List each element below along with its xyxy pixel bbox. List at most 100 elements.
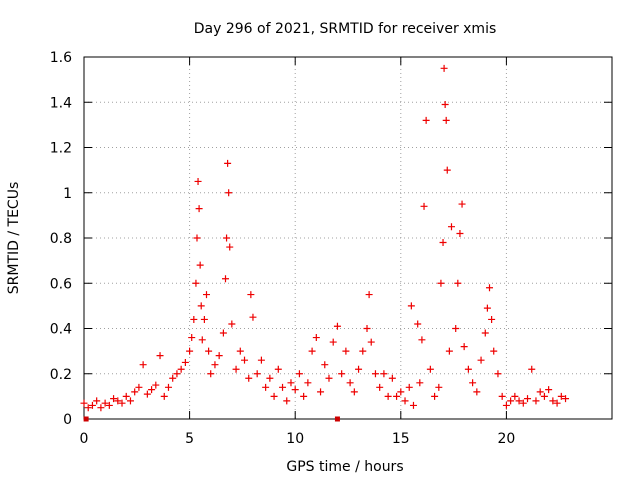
- data-point: [279, 383, 287, 391]
- data-point: [173, 370, 181, 378]
- data-point: [454, 279, 462, 287]
- data-point: [473, 388, 481, 396]
- data-point: [367, 338, 375, 346]
- data-point: [200, 315, 208, 323]
- data-point: [114, 397, 122, 405]
- data-point: [232, 365, 240, 373]
- data-point: [486, 284, 494, 292]
- data-point: [101, 399, 109, 407]
- data-point: [291, 386, 299, 394]
- data-point: [122, 392, 130, 400]
- data-point: [236, 347, 244, 355]
- data-point: [437, 279, 445, 287]
- axes: 0 0.2 0.4 0.6 0.8 1 1.2 1.4 1.6 0 5 10 15 20: [50, 50, 613, 447]
- data-point: [215, 352, 223, 360]
- chart-title: Day 296 of 2021, SRMTID for receiver xmi…: [194, 21, 497, 37]
- y-axis-label: SRMTID / TECUs: [6, 182, 22, 295]
- data-point: [193, 234, 201, 242]
- plot-frame: [83, 56, 613, 420]
- data-point: [388, 374, 396, 382]
- data-point: [393, 392, 401, 400]
- y-tick-label: 1.6: [50, 50, 72, 66]
- data-point: [84, 404, 92, 412]
- y-tick-label: 1: [63, 186, 72, 202]
- data-point: [329, 338, 337, 346]
- x-axis-label: GPS time / hours: [286, 459, 403, 475]
- data-point: [202, 291, 210, 299]
- data-point: [198, 336, 206, 344]
- data-point: [549, 397, 557, 405]
- data-point: [524, 395, 532, 403]
- data-point: [532, 397, 540, 405]
- data-point: [195, 205, 203, 213]
- data-point: [190, 315, 198, 323]
- data-point: [418, 336, 426, 344]
- data-point: [223, 234, 231, 242]
- data-point: [481, 329, 489, 337]
- data-point: [342, 347, 350, 355]
- data-point: [371, 370, 379, 378]
- data-point: [416, 379, 424, 387]
- data-point: [224, 159, 232, 167]
- data-point: [414, 320, 422, 328]
- data-point: [528, 365, 536, 373]
- grid-lines: [84, 57, 612, 419]
- data-point: [333, 322, 341, 330]
- data-point: [431, 392, 439, 400]
- data-point: [445, 347, 453, 355]
- data-point: [205, 347, 213, 355]
- x-tick-label: 5: [185, 431, 194, 447]
- data-point: [409, 401, 417, 409]
- data-point: [325, 374, 333, 382]
- data-point: [143, 390, 151, 398]
- data-point: [192, 279, 200, 287]
- data-point: [405, 383, 413, 391]
- data-point: [247, 291, 255, 299]
- data-point: [426, 365, 434, 373]
- data-point: [308, 347, 316, 355]
- data-point: [80, 399, 88, 407]
- data-point: [442, 116, 450, 124]
- data-point: [126, 397, 134, 405]
- data-point: [295, 370, 303, 378]
- data-point: [355, 365, 363, 373]
- data-point: [207, 370, 215, 378]
- data-point: [515, 397, 523, 405]
- data-point: [376, 383, 384, 391]
- data-point: [483, 304, 491, 312]
- data-point: [469, 379, 477, 387]
- data-point: [562, 395, 570, 403]
- data-point: [456, 229, 464, 237]
- data-point: [441, 101, 449, 109]
- data-point: [397, 388, 405, 396]
- data-point: [169, 374, 177, 382]
- data-point: [262, 383, 270, 391]
- y-tick-label: 0: [63, 412, 72, 428]
- data-point: [435, 383, 443, 391]
- data-point: [300, 392, 308, 400]
- x-tick-label: 15: [392, 431, 410, 447]
- data-point: [460, 343, 468, 351]
- data-point: [188, 334, 196, 342]
- data-point: [219, 329, 227, 337]
- x-tick-label: 20: [497, 431, 515, 447]
- data-point: [384, 392, 392, 400]
- data-point: [507, 397, 515, 405]
- data-point: [93, 397, 101, 405]
- data-point: [317, 388, 325, 396]
- data-point: [97, 404, 105, 412]
- data-point: [241, 356, 249, 364]
- x-tick-label: 10: [286, 431, 304, 447]
- data-point: [164, 383, 172, 391]
- data-point: [422, 116, 430, 124]
- data-point: [222, 275, 230, 283]
- data-point: [245, 374, 253, 382]
- data-point: [350, 388, 358, 396]
- data-point: [287, 379, 295, 387]
- data-point: [226, 243, 234, 251]
- data-point: [312, 334, 320, 342]
- data-point: [118, 399, 126, 407]
- data-point: [257, 356, 265, 364]
- data-point: [139, 361, 147, 369]
- y-tick-label: 0.4: [50, 322, 72, 338]
